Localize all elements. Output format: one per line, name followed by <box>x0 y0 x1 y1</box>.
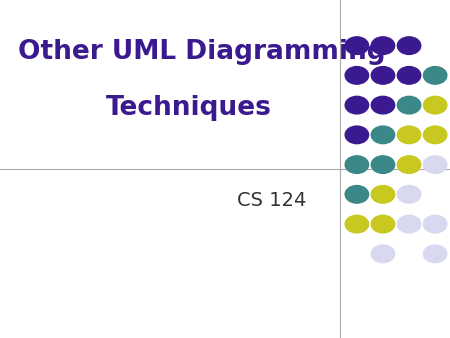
Circle shape <box>397 67 421 84</box>
Circle shape <box>371 37 395 54</box>
Circle shape <box>371 126 395 144</box>
Circle shape <box>397 186 421 203</box>
Circle shape <box>371 156 395 173</box>
Circle shape <box>423 156 447 173</box>
Text: Techniques: Techniques <box>106 95 272 121</box>
Circle shape <box>397 156 421 173</box>
Text: Other UML Diagramming: Other UML Diagramming <box>18 39 386 65</box>
Circle shape <box>423 67 447 84</box>
Circle shape <box>345 186 369 203</box>
Circle shape <box>397 126 421 144</box>
Circle shape <box>345 156 369 173</box>
Circle shape <box>345 215 369 233</box>
Circle shape <box>423 245 447 263</box>
Circle shape <box>345 96 369 114</box>
Circle shape <box>371 96 395 114</box>
Circle shape <box>345 67 369 84</box>
Circle shape <box>371 215 395 233</box>
Circle shape <box>423 215 447 233</box>
Circle shape <box>371 67 395 84</box>
Circle shape <box>397 37 421 54</box>
Circle shape <box>371 245 395 263</box>
Circle shape <box>397 215 421 233</box>
Circle shape <box>345 37 369 54</box>
Circle shape <box>397 96 421 114</box>
Circle shape <box>371 186 395 203</box>
Circle shape <box>423 126 447 144</box>
Text: CS 124: CS 124 <box>237 191 306 210</box>
Circle shape <box>345 126 369 144</box>
Circle shape <box>423 96 447 114</box>
